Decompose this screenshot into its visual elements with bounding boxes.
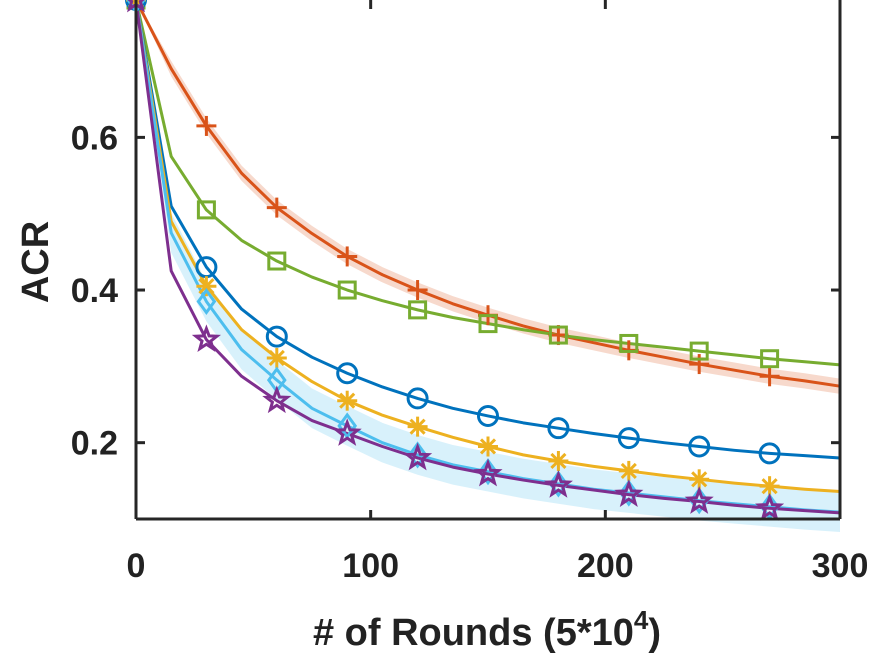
series-5-marker-9 [755,492,785,521]
y-tick-label: 0.6 [71,119,118,157]
series-1-marker-2 [267,251,287,271]
series-3-marker-8 [689,469,710,490]
x-tick-label: 0 [127,547,146,585]
series-2-marker-9 [758,442,781,465]
x-axis-label: # of Rounds (5*104) [313,605,661,654]
y-tick-label: 0.2 [71,425,118,463]
series-0-marker-3 [337,246,358,267]
series-markers [125,0,785,521]
x-axis-label-main: # of Rounds (5*10 [313,612,634,654]
series-1-marker-9 [760,349,780,369]
series-5-marker-5 [473,458,503,487]
series-3-marker-6 [548,450,569,471]
series-5-marker-6 [543,470,573,498]
series-3-marker-5 [478,436,498,457]
series-2-line [134,0,841,460]
series-2-marker-8 [688,435,711,458]
tick-labels: 0 100 200 300 0.2 0.4 0.6 [71,119,869,585]
series-0-marker-4 [407,280,428,301]
series-4-band [136,0,840,532]
series-0-marker-2 [266,197,287,218]
series-4-line [134,0,841,514]
series-5-marker-3 [332,418,362,446]
series-4-marker-5 [478,458,498,486]
x-axis-label-superscript: 4 [634,605,649,635]
series-5-line [134,0,841,515]
series-1-marker-6 [548,325,568,345]
series-3-marker-2 [266,347,287,368]
x-tick-label: 200 [577,547,634,585]
series-lines [134,0,841,515]
series-2-marker-5 [477,404,499,427]
y-axis-label: ACR [15,221,57,303]
series-2-marker-3 [336,362,359,385]
series-4-marker-4 [407,441,428,469]
series-2-marker-7 [617,427,640,450]
series-4-marker-6 [548,470,569,498]
x-axis-label-suffix: ) [648,612,661,654]
series-2-marker-2 [265,325,288,348]
y-tick-label: 0.4 [71,272,118,310]
series-1-marker-3 [337,280,357,300]
series-2-marker-4 [406,387,429,410]
series-3-marker-1 [196,276,217,297]
series-5-marker-8 [684,486,714,514]
series-3-line [134,0,841,494]
series-3-marker-7 [618,460,639,481]
series-1-marker-7 [619,333,639,353]
series-3-marker-3 [337,390,358,411]
series-1-marker-5 [478,314,498,334]
series-1-marker-4 [408,300,428,320]
series-1-marker-1 [196,200,216,220]
x-tick-label: 300 [812,547,869,585]
series-5-marker-7 [614,479,644,507]
series-5-marker-2 [262,385,292,414]
series-5-marker-4 [403,442,433,471]
series-3-marker-9 [759,476,780,497]
series-2-marker-6 [547,417,570,440]
series-4-marker-1 [196,287,217,316]
series-0-marker-1 [196,115,217,136]
series-4-marker-7 [618,479,639,507]
series-0-marker-9 [759,366,780,387]
series-5-marker-1 [191,324,221,353]
series-3-marker-4 [407,416,428,437]
x-tick-label: 100 [342,547,399,585]
series-1-marker-8 [689,341,709,361]
series-0-marker-8 [689,354,710,375]
axes [134,0,842,521]
